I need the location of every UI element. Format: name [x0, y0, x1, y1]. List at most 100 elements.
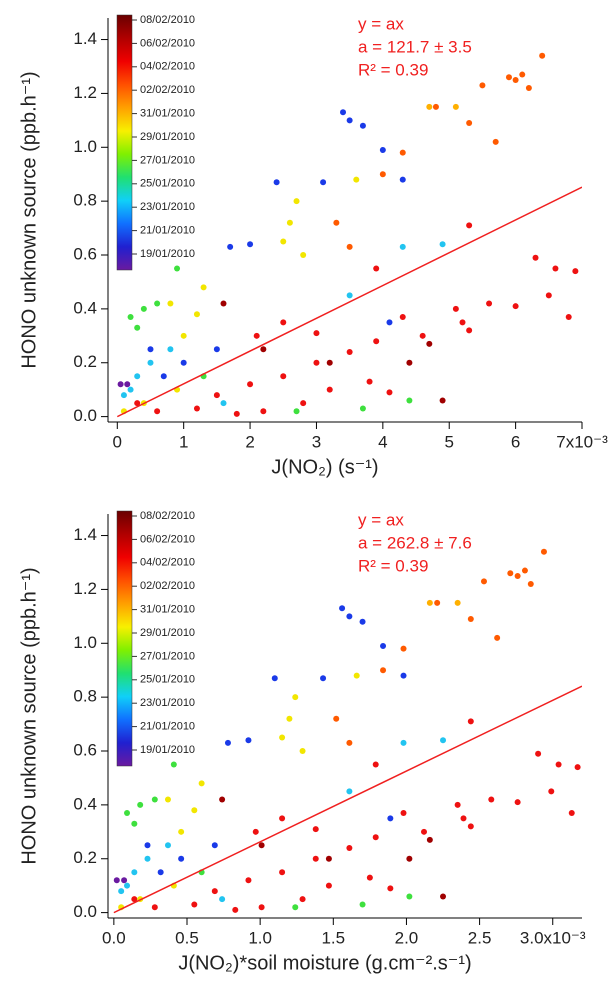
point — [131, 896, 138, 903]
point — [386, 319, 393, 326]
point — [565, 313, 572, 320]
point — [124, 381, 131, 388]
colorbar-label: 02/02/2010 — [140, 84, 195, 96]
colorbar-label: 06/02/2010 — [140, 533, 195, 545]
point — [211, 888, 218, 895]
point — [313, 330, 320, 337]
point — [224, 739, 231, 746]
annotation: y = ax — [358, 14, 404, 33]
x-axis-title: J(NO₂) (s⁻¹) — [271, 456, 378, 478]
point — [488, 796, 495, 803]
point — [359, 901, 366, 908]
point — [178, 828, 185, 835]
point — [486, 300, 493, 307]
point — [372, 834, 379, 841]
point — [147, 359, 154, 366]
point — [535, 750, 542, 757]
point — [406, 359, 413, 366]
point — [460, 815, 467, 822]
colorbar-label: 23/01/2010 — [140, 697, 195, 709]
point — [373, 265, 380, 272]
point — [137, 801, 144, 808]
point — [300, 252, 307, 259]
point — [144, 842, 151, 849]
point — [519, 71, 526, 78]
point — [258, 842, 265, 849]
point — [157, 869, 164, 876]
x-tick-label: 0 — [113, 432, 122, 451]
point — [346, 117, 353, 124]
point — [118, 888, 125, 895]
point — [359, 122, 366, 129]
colorbar-label: 19/01/2010 — [140, 744, 195, 756]
point — [193, 311, 200, 318]
point — [124, 809, 131, 816]
point — [399, 176, 406, 183]
point — [359, 405, 366, 412]
point — [507, 570, 514, 577]
colorbar-label: 04/02/2010 — [140, 61, 195, 73]
annotation: R² = 0.39 — [358, 60, 428, 79]
y-tick-label: 0.0 — [73, 406, 97, 425]
x-tick-label: 3.0x10⁻³ — [520, 928, 586, 947]
point — [140, 305, 147, 312]
x-tick-label: 1 — [179, 432, 188, 451]
point — [432, 103, 439, 110]
point — [555, 761, 562, 768]
point — [258, 904, 265, 911]
point — [333, 715, 340, 722]
point — [299, 748, 306, 755]
fit-line — [113, 685, 582, 914]
point — [134, 373, 141, 380]
x-tick-label: 4 — [378, 432, 387, 451]
point — [134, 400, 141, 407]
point — [232, 906, 239, 913]
colorbar-label: 19/01/2010 — [140, 248, 195, 260]
x-tick-label: 0.0 — [102, 928, 126, 947]
point — [312, 855, 319, 862]
point — [514, 572, 521, 579]
point — [154, 408, 161, 415]
point — [293, 408, 300, 415]
point — [387, 815, 394, 822]
point — [399, 313, 406, 320]
point — [120, 392, 127, 399]
y-tick-label: 1.4 — [73, 525, 97, 544]
point — [380, 642, 387, 649]
y-tick-label: 0.0 — [73, 902, 97, 921]
y-tick-label: 0.8 — [73, 191, 97, 210]
point — [353, 176, 360, 183]
point — [426, 836, 433, 843]
x-tick-label: 2 — [245, 432, 254, 451]
point — [144, 855, 151, 862]
point — [400, 739, 407, 746]
point — [527, 581, 534, 588]
point — [180, 359, 187, 366]
point — [325, 855, 332, 862]
point — [164, 842, 171, 849]
point — [191, 901, 198, 908]
point — [346, 739, 353, 746]
x-tick-label: 0.5 — [175, 928, 199, 947]
point — [253, 332, 260, 339]
point — [193, 405, 200, 412]
point — [439, 241, 446, 248]
colorbar-label: 21/01/2010 — [140, 721, 195, 733]
point — [292, 694, 299, 701]
point — [421, 828, 427, 835]
point — [353, 672, 360, 679]
point — [113, 877, 120, 884]
x-tick-label: 7x10⁻³ — [556, 432, 608, 451]
point — [379, 171, 386, 178]
point — [454, 801, 461, 808]
point — [271, 675, 278, 682]
point — [312, 826, 319, 833]
colorbar-label: 06/02/2010 — [140, 37, 195, 49]
point — [247, 241, 254, 248]
y-tick-label: 1.2 — [73, 83, 97, 102]
fit-line — [116, 186, 582, 418]
point — [380, 667, 387, 674]
point — [548, 788, 555, 795]
point — [574, 764, 581, 771]
